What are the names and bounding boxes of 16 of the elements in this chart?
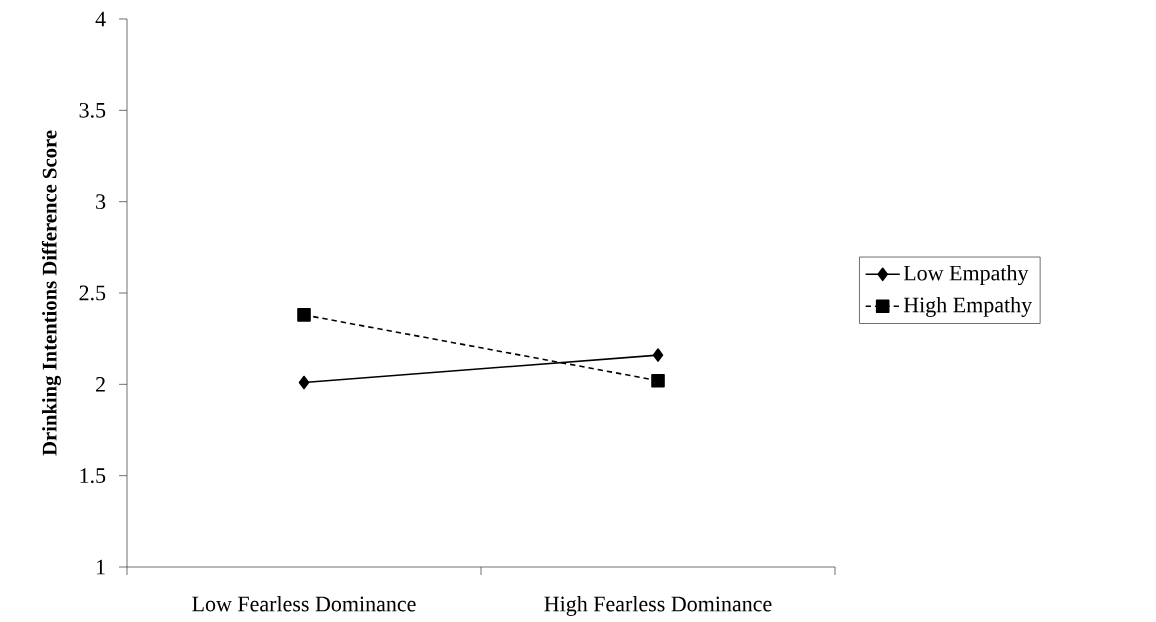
legend-label: Low Empathy bbox=[903, 265, 1029, 286]
y-axis-title: Drinking Intentions Difference Score bbox=[41, 130, 61, 456]
point bbox=[652, 348, 664, 362]
y-tick-label: 2 bbox=[96, 377, 105, 392]
x-tick-label: Low Fearless Dominance bbox=[192, 595, 416, 612]
legend-label: High Empathy bbox=[903, 296, 1033, 317]
point bbox=[297, 308, 311, 322]
x-tick-label: High Fearless Dominance bbox=[544, 595, 772, 616]
y-tick-label: 1 bbox=[96, 559, 105, 575]
y-tick-label: 1.5 bbox=[80, 468, 106, 484]
point bbox=[298, 375, 310, 390]
y-tick-label: 4 bbox=[95, 11, 106, 27]
point bbox=[651, 373, 665, 388]
y-tick-label: 2.5 bbox=[79, 285, 106, 301]
y-tick-label: 3 bbox=[96, 194, 106, 210]
y-tick-label: 3.5 bbox=[79, 102, 106, 118]
